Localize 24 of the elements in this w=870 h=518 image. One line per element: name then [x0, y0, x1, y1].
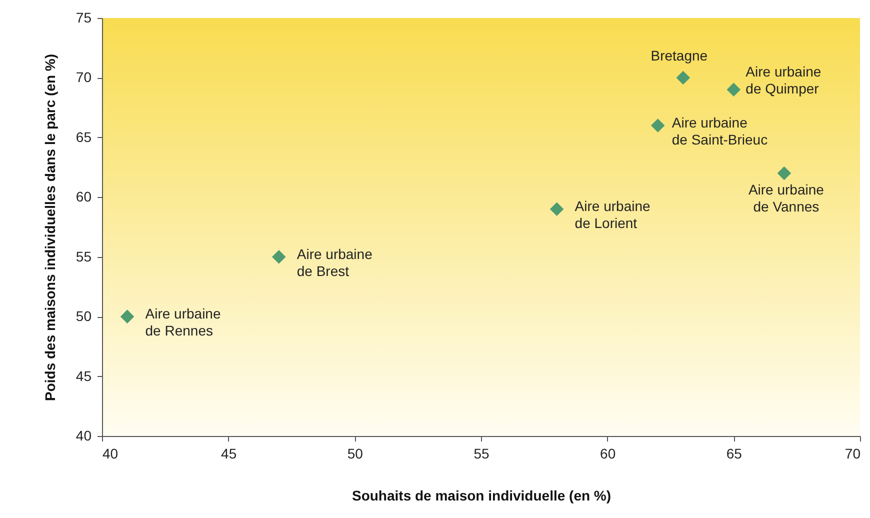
- y-tick-label: 60: [76, 188, 92, 205]
- annotation: Aire urbaine de Brest: [296, 246, 373, 279]
- x-tick-label: 60: [600, 446, 616, 462]
- annotation: Aire urbaine de Vannes: [748, 181, 824, 214]
- y-tick-label: 70: [76, 69, 92, 86]
- x-tick-label: 70: [844, 446, 861, 462]
- y-tick-label: 65: [76, 128, 92, 145]
- x-axis-title: Souhaits de maison individuelle (en %): [352, 488, 612, 504]
- y-tick-label: 40: [76, 428, 92, 444]
- x-tick-label: 50: [347, 446, 364, 462]
- annotation: Aire urbaine de Rennes: [145, 306, 221, 339]
- x-tick-label: 65: [726, 446, 742, 462]
- y-tick-label: 55: [76, 248, 92, 264]
- x-tick-label: 45: [221, 446, 237, 462]
- y-tick-label: 45: [76, 368, 92, 384]
- y-tick-label: 75: [76, 10, 92, 26]
- x-tick-label: 55: [474, 446, 490, 462]
- x-tick-label: 40: [102, 446, 118, 462]
- y-axis-title: Poids des maisons individuelles dans le parc (en %): [42, 54, 58, 401]
- annotation: Aire urbaine de Saint-Brieuc: [672, 114, 768, 148]
- annotation: Aire urbaine de Lorient: [574, 198, 651, 232]
- annotation: Bretagne: [650, 48, 708, 64]
- y-tick-label: 50: [76, 308, 92, 324]
- annotation: Aire urbaine de Quimper: [746, 64, 822, 97]
